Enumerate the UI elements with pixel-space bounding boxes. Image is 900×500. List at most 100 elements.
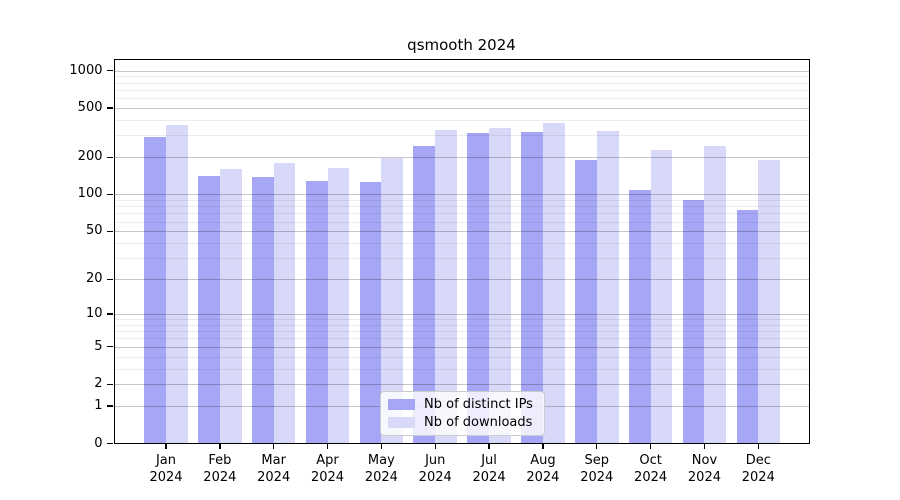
x-tick-mark [380, 443, 383, 449]
y-tick-mark [107, 442, 113, 445]
y-tick-label: 20 [85, 271, 103, 287]
x-tick-mark [596, 443, 598, 449]
gridline-minor [113, 319, 810, 321]
bar-downloads-dec [758, 160, 781, 444]
gridline-minor [113, 258, 810, 260]
bar-downloads-jul [489, 127, 511, 444]
bar-downloads-jan [166, 124, 188, 444]
bar-downloads-sep [596, 130, 619, 444]
y-tick-label: 100 [77, 186, 103, 202]
y-tick-mark [107, 69, 113, 72]
y-tick-mark [107, 278, 113, 280]
x-tick-month: Apr [316, 452, 339, 468]
y-tick-label: 0 [94, 435, 103, 451]
x-tick-label: Feb 2024 [190, 452, 250, 486]
bar-downloads-jun [435, 129, 458, 444]
x-tick-mark [542, 443, 544, 449]
x-tick-label: Apr 2024 [298, 452, 358, 486]
y-tick-label: 10 [85, 306, 103, 322]
gridline-minor [113, 331, 810, 333]
gridline-minor [113, 119, 810, 121]
x-tick-mark [219, 443, 221, 449]
x-tick-label: Jul 2024 [459, 452, 519, 486]
y-tick-mark [107, 193, 113, 196]
x-tick-year: 2024 [634, 469, 668, 485]
gridline-minor [113, 206, 810, 208]
x-tick-label: Mar 2024 [244, 452, 304, 486]
x-tick-label: Oct 2024 [621, 452, 681, 486]
bar-distinct-ips-apr [305, 181, 328, 444]
x-tick-label: Jan 2024 [136, 452, 196, 486]
y-tick-label: 1000 [69, 62, 103, 78]
x-tick-month: Sep [584, 452, 609, 468]
bar-downloads-feb [219, 169, 242, 444]
x-tick-month: Oct [639, 452, 662, 468]
x-tick-year: 2024 [418, 469, 452, 485]
y-tick-mark [107, 230, 113, 232]
bar-downloads-nov [704, 146, 727, 444]
y-tick-label: 1 [94, 398, 103, 414]
x-tick-month: Aug [530, 452, 556, 468]
x-tick-year: 2024 [257, 469, 291, 485]
gridline-minor [113, 213, 810, 215]
x-tick-year: 2024 [580, 469, 614, 485]
y-tick-label: 500 [77, 99, 103, 115]
x-tick-month: Jul [481, 452, 497, 468]
y-tick-label: 50 [85, 223, 103, 239]
y-tick-mark [107, 107, 113, 109]
x-tick-year: 2024 [741, 469, 775, 485]
gridline-minor [113, 76, 810, 78]
gridline-major [113, 384, 810, 386]
gridline-minor [113, 221, 810, 223]
gridline-minor [113, 368, 810, 370]
x-tick-mark [488, 443, 490, 449]
gridline-major [113, 231, 810, 233]
x-tick-month: Feb [208, 452, 232, 468]
x-tick-year: 2024 [203, 469, 237, 485]
bar-downloads-apr [327, 167, 350, 444]
y-tick-label: 200 [77, 149, 103, 165]
bar-distinct-ips-nov [682, 199, 705, 444]
gridline-minor [113, 338, 810, 340]
x-tick-mark [703, 443, 706, 449]
gridline-minor [113, 199, 810, 201]
x-tick-mark [273, 443, 275, 449]
x-tick-year: 2024 [526, 469, 560, 485]
y-tick-mark [107, 383, 113, 385]
bar-distinct-ips-sep [574, 159, 597, 444]
x-tick-month: Jan [155, 452, 177, 468]
bar-distinct-ips-feb [198, 176, 220, 444]
gridline-major [113, 279, 810, 281]
legend-swatch-distinct-ips [388, 399, 415, 410]
gridline-minor [113, 89, 810, 91]
x-tick-month: Nov [691, 452, 718, 468]
gridline-minor [113, 356, 810, 358]
legend-item-distinct-ips: Nb of distinct IPs [388, 396, 544, 412]
x-tick-label: Aug 2024 [513, 452, 573, 486]
bar-distinct-ips-aug [521, 131, 543, 444]
x-tick-year: 2024 [687, 469, 721, 485]
legend-label-downloads: Nb of downloads [424, 414, 533, 430]
gridline-minor [113, 82, 810, 84]
x-tick-year: 2024 [472, 469, 506, 485]
y-tick-mark [107, 405, 113, 407]
x-tick-mark [757, 443, 759, 449]
gridline-major [113, 107, 810, 109]
x-tick-month: Jun [425, 452, 446, 468]
x-tick-label: Sep 2024 [567, 452, 627, 486]
bar-distinct-ips-jan [144, 137, 166, 444]
legend: Nb of distinct IPs Nb of downloads [380, 391, 545, 436]
legend-label-distinct-ips: Nb of distinct IPs [424, 396, 533, 412]
x-tick-label: Jun 2024 [405, 452, 465, 486]
gridline-minor [113, 98, 810, 100]
x-tick-label: Nov 2024 [674, 452, 734, 486]
gridline-major [113, 70, 810, 72]
x-tick-month: May [367, 452, 395, 468]
legend-swatch-downloads [388, 417, 415, 428]
bar-distinct-ips-dec [736, 210, 759, 444]
bar-distinct-ips-mar [251, 177, 274, 444]
x-tick-mark [165, 443, 167, 449]
